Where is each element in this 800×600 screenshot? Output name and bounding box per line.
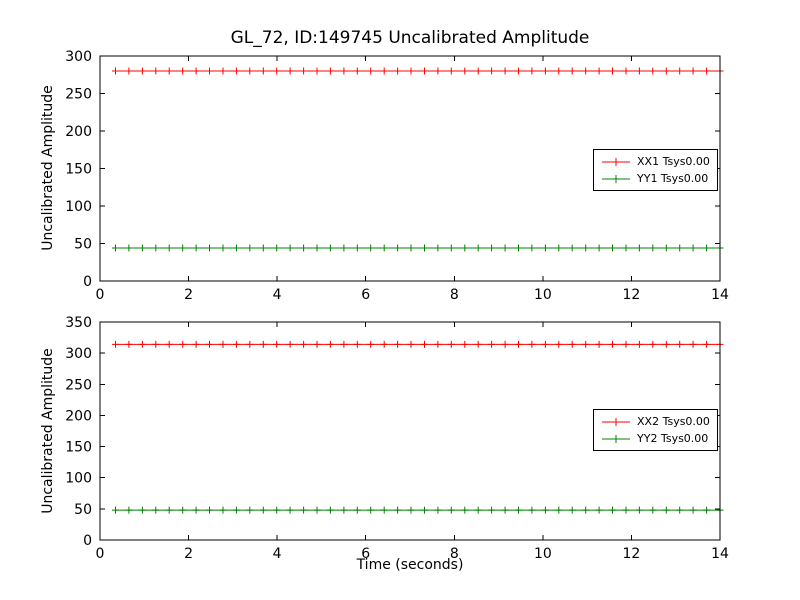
legend-entry-yy2: YY2 Tsys0.00 (601, 432, 710, 445)
y-tick-label: 200 (65, 408, 92, 424)
x-tick-label: 4 (273, 287, 282, 303)
subplot-2: 0 2 4 6 8 10 12 14 0 50 100 150 200 250 300 350 (65, 315, 729, 562)
legend-bottom: XX2 Tsys0.00 YY2 Tsys0.00 (593, 409, 718, 451)
y-tick-label: 150 (65, 162, 92, 178)
legend-line-xx2 (602, 417, 630, 426)
x-tick-label: 6 (361, 287, 370, 303)
y-tick-label: 50 (74, 237, 92, 253)
axes-frame (99, 321, 721, 541)
x-tick-label: 4 (273, 546, 282, 562)
legend-line-yy2 (602, 434, 630, 443)
y-tick-label: 250 (65, 87, 92, 103)
axes-frame (99, 55, 721, 282)
legend-label-xx1: XX1 Tsys0.00 (637, 155, 710, 168)
y-tick-label: 350 (65, 315, 92, 331)
legend-top: XX1 Tsys0.00 YY1 Tsys0.00 (593, 149, 718, 191)
x-axis-label: Time (seconds) (356, 557, 464, 573)
series-markers (112, 67, 724, 75)
x-tick-label: 14 (711, 287, 729, 303)
x-tick-label: 10 (534, 546, 552, 562)
x-tick-label: 2 (184, 546, 193, 562)
x-tick-label: 0 (96, 546, 105, 562)
x-tick-label: 8 (450, 287, 459, 303)
y-tick-label: 0 (83, 274, 92, 290)
x-tick-label: 8 (450, 546, 459, 562)
y-tick-label: 300 (65, 346, 92, 362)
y-tick-label: 100 (65, 471, 92, 487)
series-markers (112, 506, 724, 514)
y-tick-label: 150 (65, 440, 92, 456)
series-markers (112, 340, 724, 348)
legend-line-yy1 (602, 174, 630, 183)
legend-entry-yy1: YY1 Tsys0.00 (601, 172, 710, 185)
x-tick-label: 2 (184, 287, 193, 303)
y-tick-label: 0 (83, 533, 92, 549)
y-tick-label: 100 (65, 199, 92, 215)
x-tick-label: 12 (623, 546, 641, 562)
subplot-1: 0 2 4 6 8 10 12 14 0 50 100 150 200 250 300 (65, 49, 729, 303)
y-tick-label: 50 (74, 502, 92, 518)
y-tick-label: 250 (65, 377, 92, 393)
x-tick-label: 6 (361, 546, 370, 562)
series-markers (112, 244, 724, 252)
legend-entry-xx2: XX2 Tsys0.00 (601, 415, 710, 428)
legend-label-yy2: YY2 Tsys0.00 (637, 432, 709, 445)
y-tick-label: 200 (65, 124, 92, 140)
x-tick-label: 0 (96, 287, 105, 303)
legend-line-xx1 (602, 157, 630, 166)
legend-entry-xx1: XX1 Tsys0.00 (601, 155, 710, 168)
x-tick-label: 14 (711, 546, 729, 562)
x-tick-label: 12 (623, 287, 641, 303)
legend-label-yy1: YY1 Tsys0.00 (637, 172, 709, 185)
legend-label-xx2: XX2 Tsys0.00 (637, 415, 710, 428)
y-tick-label: 300 (65, 49, 92, 65)
chart-title: GL_72, ID:149745 Uncalibrated Amplitude (230, 28, 590, 48)
x-tick-label: 10 (534, 287, 552, 303)
